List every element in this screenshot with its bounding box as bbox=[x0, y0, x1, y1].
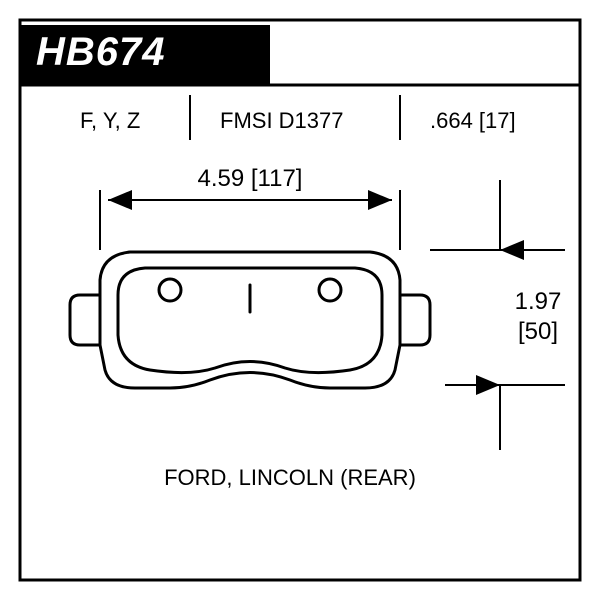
width-dimension: 4.59 [117] bbox=[180, 165, 320, 193]
thickness-label: .664 [17] bbox=[430, 108, 516, 134]
fmsi-label: FMSI D1377 bbox=[220, 108, 344, 134]
application-label: FORD, LINCOLN (REAR) bbox=[140, 465, 440, 491]
part-number: HB674 bbox=[36, 30, 166, 75]
compounds-label: F, Y, Z bbox=[80, 108, 140, 134]
frame bbox=[20, 20, 580, 580]
height-dimension: 1.97 bbox=[508, 288, 568, 316]
brake-pad-shape bbox=[70, 252, 430, 388]
diagram-canvas: HB674 F, Y, Z FMSI D1377 .664 [17] 4.59 … bbox=[0, 0, 600, 600]
height-dimension-mm: [50] bbox=[508, 318, 568, 346]
